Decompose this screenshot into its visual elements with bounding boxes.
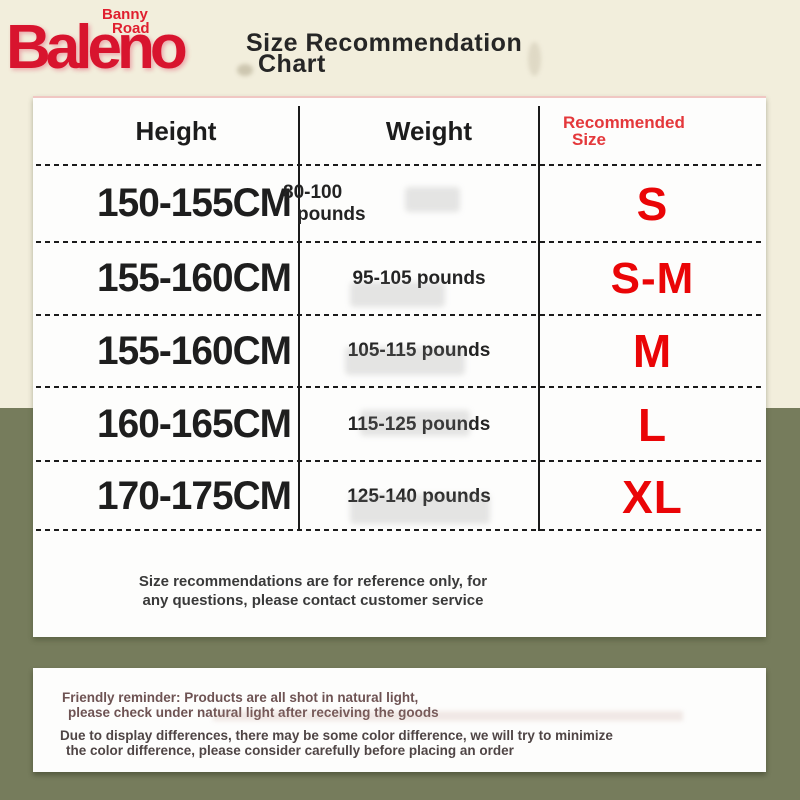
brand-logo: Baleno	[6, 13, 188, 82]
header-height: Height	[135, 115, 217, 146]
row-divider	[36, 386, 763, 388]
brand-sub-line2: Road	[112, 20, 150, 37]
header-recommended-size: Recommended Size	[563, 114, 790, 148]
table-header-row: Height Weight Recommended Size	[33, 98, 766, 164]
weight-value: 115-125 pounds	[347, 413, 491, 435]
color-difference-paragraph: Due to display differences, there may be…	[60, 728, 613, 758]
row-divider	[36, 529, 763, 531]
page-title: Size Recommendation Chart	[246, 29, 523, 78]
weight-line1: 80-100	[283, 181, 343, 203]
row-divider	[36, 164, 763, 166]
table-row: 150-155CM 80-100 pounds S	[33, 165, 766, 242]
page-title-line2: Chart	[258, 50, 326, 78]
row-divider	[36, 314, 763, 316]
table-row: 155-160CM 105-115 pounds M	[33, 315, 766, 387]
table-row: 160-165CM 115-125 pounds L	[33, 387, 766, 462]
ghost-artifact	[360, 410, 470, 436]
header-recommended-line2: Size	[572, 130, 607, 149]
friendly-reminder-line1: Friendly reminder: Products are all shot…	[62, 690, 419, 705]
column-divider	[538, 106, 540, 531]
size-value: M	[632, 325, 673, 377]
weight-line2: pounds	[297, 203, 366, 225]
reminder-panel: Friendly reminder: Products are all shot…	[33, 668, 766, 772]
friendly-reminder-paragraph: Friendly reminder: Products are all shot…	[62, 690, 439, 720]
ghost-artifact	[350, 282, 445, 307]
brand-sub-logo: Banny Road	[102, 6, 150, 37]
ghost-artifact	[350, 494, 490, 524]
height-value: 150-155CM	[96, 181, 292, 225]
size-value: XL	[622, 470, 683, 523]
table-footnote: Size recommendations are for reference o…	[33, 572, 593, 610]
table-row: 170-175CM 125-140 pounds XL	[33, 462, 766, 531]
table-footnote-line2: any questions, please contact customer s…	[142, 592, 484, 609]
color-difference-line1: Due to display differences, there may be…	[60, 728, 613, 743]
weight-value: 95-105 pounds	[352, 267, 486, 289]
weight-value: 125-140 pounds	[347, 485, 491, 507]
header-recommended-line1: Recommended	[563, 113, 685, 132]
friendly-reminder-line2: please check under natural light after r…	[68, 705, 439, 720]
print-artifact	[237, 64, 253, 76]
size-value: L	[637, 398, 668, 451]
height-value: 160-165CM	[96, 402, 292, 446]
table-row: 155-160CM 95-105 pounds S-M	[33, 242, 766, 315]
size-value: S-M	[610, 253, 695, 303]
ghost-artifact	[213, 711, 683, 721]
color-difference-line2: the color difference, please consider ca…	[66, 743, 514, 758]
weight-value: 80-100 pounds	[283, 182, 523, 226]
height-value: 155-160CM	[96, 328, 292, 373]
brand-sub-line1: Banny	[102, 6, 148, 23]
row-divider	[36, 460, 763, 462]
page-title-line1: Size Recommendation	[246, 29, 523, 57]
size-value: S	[636, 177, 669, 230]
ghost-artifact	[405, 187, 460, 212]
row-divider	[36, 241, 763, 243]
height-value: 155-160CM	[96, 256, 292, 300]
weight-value: 105-115 pounds	[347, 340, 491, 361]
ghost-artifact	[345, 347, 465, 375]
print-artifact	[528, 42, 541, 76]
size-table-panel: Height Weight Recommended Size 150-155CM…	[33, 96, 766, 637]
height-value: 170-175CM	[96, 474, 292, 518]
table-footnote-line1: Size recommendations are for reference o…	[138, 573, 488, 590]
column-divider	[298, 106, 300, 531]
header-weight: Weight	[385, 115, 473, 146]
